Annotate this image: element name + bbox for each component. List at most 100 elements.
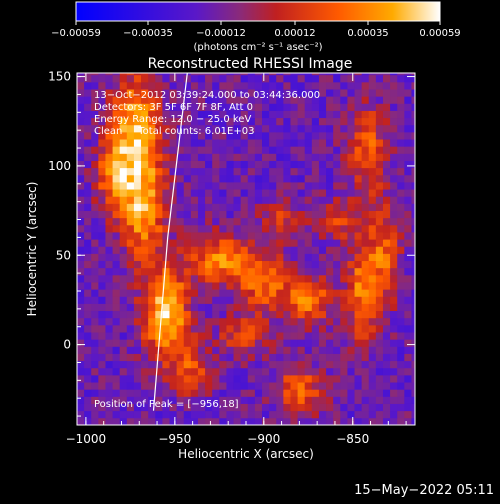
heatmap-cell (126, 139, 135, 147)
heatmap-cell (105, 382, 113, 390)
heatmap-cell (297, 153, 306, 161)
heatmap-cell (190, 417, 199, 425)
annotation-energy-range: Energy Range: 12.0 − 25.0 keV (94, 114, 251, 125)
heatmap-cell (91, 360, 99, 369)
heatmap-cell (91, 189, 99, 197)
heatmap-cell (141, 353, 149, 362)
heatmap-cell (347, 160, 355, 169)
heatmap-cell (276, 160, 284, 169)
heatmap-cell (390, 73, 398, 76)
heatmap-cell (397, 89, 405, 97)
heatmap-cell (326, 174, 334, 183)
heatmap-cell (240, 146, 249, 154)
heatmap-cell (105, 131, 113, 140)
heatmap-cell (141, 74, 149, 83)
heatmap-cell (169, 103, 178, 111)
heatmap-cell (326, 253, 334, 262)
heatmap-cell (283, 410, 291, 419)
heatmap-cell (276, 167, 284, 176)
heatmap-cell (205, 110, 213, 119)
heatmap-cell (205, 146, 213, 154)
heatmap-cell (333, 232, 341, 240)
heatmap-cell (390, 332, 398, 340)
heatmap-cell (205, 253, 213, 262)
heatmap-cell (283, 203, 291, 211)
heatmap-cell (226, 103, 234, 111)
heatmap-cell (361, 332, 370, 340)
heatmap-cell (133, 124, 142, 133)
heatmap-cell (183, 181, 192, 190)
heatmap-cell (254, 417, 263, 425)
heatmap-cell (77, 360, 85, 369)
heatmap-cell (233, 124, 242, 133)
heatmap-cell (91, 389, 99, 397)
heatmap-cell (254, 103, 263, 111)
heatmap-cell (354, 224, 363, 233)
heatmap-cell (169, 246, 178, 254)
heatmap-cell (205, 410, 213, 419)
heatmap-cell (219, 410, 227, 419)
heatmap-cell (205, 346, 213, 354)
heatmap-cell (169, 253, 178, 262)
heatmap-cell (297, 210, 306, 219)
heatmap-cell (240, 367, 249, 376)
heatmap-cell (162, 367, 170, 376)
heatmap-cell (276, 217, 284, 226)
heatmap-cell (84, 196, 92, 204)
heatmap-cell (311, 167, 320, 176)
heatmap-cell (361, 174, 370, 183)
heatmap-cell (368, 181, 377, 190)
heatmap-cell (91, 81, 99, 90)
heatmap-cell (326, 73, 334, 76)
heatmap-cell (84, 110, 92, 119)
heatmap-cell (233, 167, 242, 176)
heatmap-cell (205, 332, 213, 340)
heatmap-cell (126, 417, 135, 425)
heatmap-cell (304, 296, 313, 304)
heatmap-cell (347, 181, 355, 190)
heatmap-cell (340, 303, 348, 312)
heatmap-cell (354, 181, 363, 190)
heatmap-cell (326, 239, 334, 247)
heatmap-cell (247, 224, 256, 233)
heatmap-cell (126, 103, 135, 111)
heatmap-cell (77, 124, 85, 133)
heatmap-cell (212, 310, 220, 319)
heatmap-cell (297, 96, 306, 104)
heatmap-cell (162, 117, 170, 126)
heatmap-cell (318, 181, 327, 190)
heatmap-cell (133, 332, 142, 340)
heatmap-cell (247, 153, 256, 161)
heatmap-cell (247, 324, 256, 333)
heatmap-cell (404, 210, 412, 219)
heatmap-cell (397, 153, 405, 161)
heatmap-cell (219, 246, 227, 254)
heatmap-cell (262, 217, 270, 226)
heatmap-cell (197, 167, 206, 176)
heatmap-cell (247, 267, 256, 276)
heatmap-cell (311, 382, 320, 390)
heatmap-cell (141, 232, 149, 240)
heatmap-cell (347, 367, 355, 376)
heatmap-cell (304, 124, 313, 133)
heatmap-cell (77, 89, 85, 97)
heatmap-cell (183, 174, 192, 183)
heatmap-cell (219, 382, 227, 390)
heatmap-cell (133, 410, 142, 419)
heatmap-cell (368, 139, 377, 147)
heatmap-cell (254, 196, 263, 204)
heatmap-cell (397, 289, 405, 297)
heatmap-cell (133, 324, 142, 333)
heatmap-cell (77, 374, 85, 383)
heatmap-cell (368, 210, 377, 219)
heatmap-cell (98, 174, 106, 183)
heatmap-cell (382, 167, 391, 176)
heatmap-cell (354, 246, 363, 254)
heatmap-cell (269, 282, 277, 290)
heatmap-cell (190, 296, 199, 304)
heatmap-cell (169, 346, 178, 354)
heatmap-cell (183, 239, 192, 247)
heatmap-cell (283, 196, 291, 204)
heatmap-cell (112, 131, 121, 140)
heatmap-cell (269, 367, 277, 376)
